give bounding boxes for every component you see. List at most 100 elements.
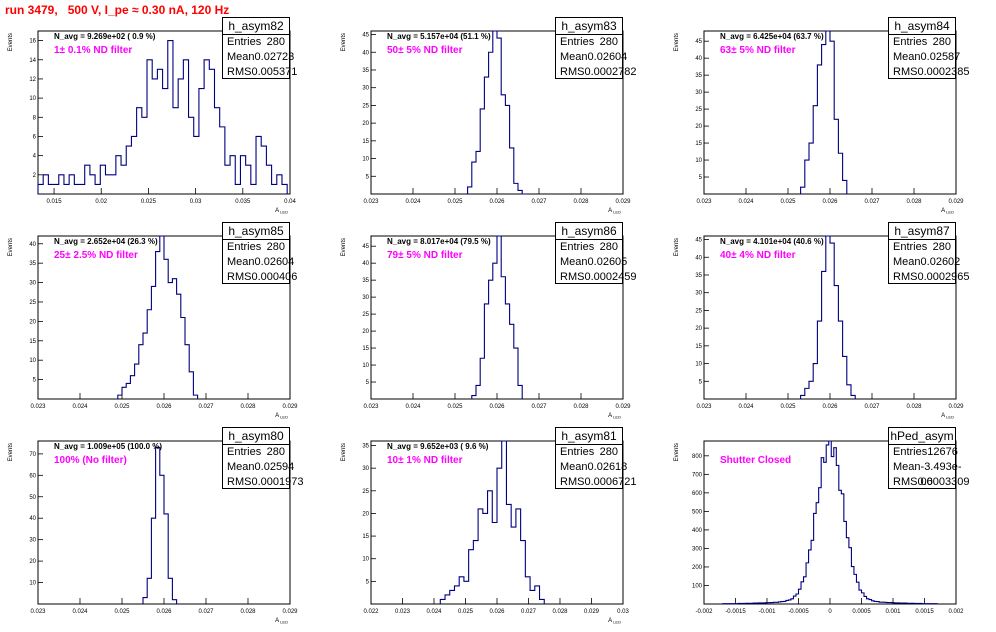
histogram-bin [874,601,877,604]
histogram-bin [489,280,493,399]
y-tick-label: 25 [362,312,369,318]
histogram-bin [743,603,746,604]
navg-label: N_avg = 4.101e+04 (40.6 %) [720,237,824,246]
histogram-bin [80,184,85,194]
stats-rms-key: RMS [560,475,584,490]
histogram-bin [220,127,225,194]
x-tick-label: 0.03 [617,609,629,615]
histogram-bin [168,283,172,399]
y-tick-label: 5 [366,174,370,180]
histogram-bin [819,488,822,604]
navg-label: N_avg = 6.425e+04 (63.7 %) [720,32,824,41]
histogram-bin [834,119,838,194]
histogram-bin [135,364,139,399]
stats-rms-value: 0.005371 [251,65,297,80]
histogram-bin [480,109,484,194]
stats-rms-key: RMS [560,270,584,285]
navg-label: N_avg = 1.009e+05 (100.0 %) [54,442,162,451]
stats-mean-key: Mean [227,460,255,475]
y-tick-label: 10 [695,158,702,164]
y-tick-label: 30 [362,466,369,472]
histogram-bin [143,598,147,604]
y-axis-label: Events [8,443,14,461]
y-tick-label: 20 [362,511,369,517]
y-tick-label: 16 [29,39,36,45]
stats-mean-key: Mean [893,460,921,475]
histogram-bin [480,358,484,399]
histogram-bin [168,578,172,604]
x-tick-label: 0.027 [198,609,214,615]
y-tick-label: 20 [29,559,36,565]
stats-entries-key: Entries [893,445,927,460]
histogram-bin [756,603,759,604]
stats-rms-value: 0.0002965 [917,270,969,285]
y-tick-label: 200 [692,565,703,571]
navg-label: N_avg = 2.652e+04 (26.3 %) [54,237,158,246]
y-tick-label: 30 [695,90,702,96]
histogram-bin [468,187,472,194]
filter-label: 50± 5% ND filter [387,45,463,56]
histogram-bin [805,160,809,194]
y-tick-label: 500 [692,509,703,515]
histogram-bin [894,603,897,604]
y-tick-label: 25 [695,308,702,314]
histogram-bin [516,509,521,604]
x-tick-label: -0.0015 [725,609,746,615]
y-tick-label: 30 [29,281,36,287]
histogram-bin [105,175,110,194]
histogram-bin [839,490,842,604]
histogram-bin [225,165,230,194]
histogram-bin [131,136,136,194]
stats-entries-key: Entries [893,240,927,255]
x-tick-label: 0.029 [282,609,298,615]
histogram-bin [917,603,920,604]
histogram-bin [100,165,105,194]
stats-entries-value: 12676 [927,445,958,460]
histogram-bin [510,324,514,399]
y-tick-label: 60 [29,473,36,479]
x-tick-label: 0.029 [282,404,298,410]
histogram-bin [488,491,493,604]
histogram-bin [130,376,134,399]
x-tick-label: 0.029 [584,609,600,615]
histogram-bin [892,603,895,604]
histogram-bin [899,603,902,604]
x-tick-label: 0.027 [864,199,880,205]
x-tick-label: 0.025 [447,199,463,205]
histogram-bin [194,136,199,194]
histogram-bin [793,596,796,604]
histogram-bin [251,184,256,194]
histogram-bin [530,590,535,604]
histogram-bin [824,462,827,604]
y-tick-label: 45 [362,33,369,39]
y-tick-label: 20 [695,124,702,130]
x-tick-label: 0.025 [458,609,474,615]
histogram-bin [240,156,245,194]
histogram-bin [525,577,530,604]
x-tick-label: -0.001 [758,609,776,615]
y-tick-label: 20 [362,121,369,127]
x-tick-label: 0.026 [489,404,505,410]
histogram-bin [869,600,872,604]
histogram-bin [748,603,751,604]
histogram-bin [489,52,493,194]
y-tick-label: 2 [33,173,37,179]
x-tick-label: 0.024 [738,404,754,410]
x-tick-label: 0.025 [114,404,130,410]
histogram-bin [272,184,277,194]
y-tick-label: 45 [695,39,702,45]
navg-label: N_avg = 8.017e+04 (79.5 %) [387,237,491,246]
histogram-bin [826,31,830,194]
histogram-bin [843,180,847,194]
histogram-bin [510,148,514,194]
